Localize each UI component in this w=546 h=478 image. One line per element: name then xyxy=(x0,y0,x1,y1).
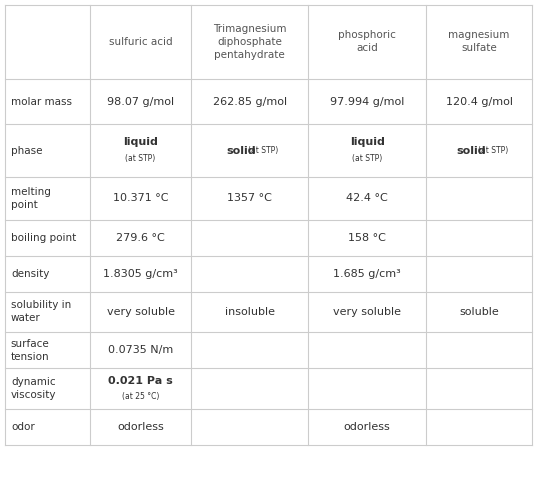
Text: 1.8305 g/cm³: 1.8305 g/cm³ xyxy=(103,269,178,279)
Text: boiling point: boiling point xyxy=(11,233,76,243)
Text: 0.021 Pa s: 0.021 Pa s xyxy=(108,376,173,386)
Text: 1.685 g/cm³: 1.685 g/cm³ xyxy=(333,269,401,279)
Text: (at 25 °C): (at 25 °C) xyxy=(122,391,159,401)
Text: odorless: odorless xyxy=(344,422,390,432)
Text: odorless: odorless xyxy=(117,422,164,432)
Text: 279.6 °C: 279.6 °C xyxy=(116,233,165,243)
Text: 158 °C: 158 °C xyxy=(348,233,386,243)
Text: 98.07 g/mol: 98.07 g/mol xyxy=(107,97,174,107)
Text: sulfuric acid: sulfuric acid xyxy=(109,37,173,47)
Text: phase: phase xyxy=(11,146,43,155)
Text: very soluble: very soluble xyxy=(106,307,175,317)
Text: (at STP): (at STP) xyxy=(478,146,508,155)
Text: liquid: liquid xyxy=(123,137,158,147)
Text: 120.4 g/mol: 120.4 g/mol xyxy=(446,97,513,107)
Text: surface
tension: surface tension xyxy=(11,338,50,362)
Text: 42.4 °C: 42.4 °C xyxy=(346,194,388,203)
Text: liquid: liquid xyxy=(350,137,384,147)
Text: solubility in
water: solubility in water xyxy=(11,300,71,324)
Text: insoluble: insoluble xyxy=(225,307,275,317)
Text: (at STP): (at STP) xyxy=(352,154,382,163)
Text: 0.0735 N/m: 0.0735 N/m xyxy=(108,345,173,355)
Text: phosphoric
acid: phosphoric acid xyxy=(339,30,396,54)
Text: 262.85 g/mol: 262.85 g/mol xyxy=(213,97,287,107)
Text: magnesium
sulfate: magnesium sulfate xyxy=(448,30,510,54)
Text: solid: solid xyxy=(227,146,257,155)
Text: very soluble: very soluble xyxy=(333,307,401,317)
Text: 10.371 °C: 10.371 °C xyxy=(113,194,168,203)
Text: 97.994 g/mol: 97.994 g/mol xyxy=(330,97,405,107)
Text: (at STP): (at STP) xyxy=(126,154,156,163)
Text: 1357 °C: 1357 °C xyxy=(227,194,272,203)
Text: molar mass: molar mass xyxy=(11,97,72,107)
Text: (at STP): (at STP) xyxy=(248,146,278,155)
Text: solid: solid xyxy=(456,146,486,155)
Text: melting
point: melting point xyxy=(11,187,51,210)
Text: dynamic
viscosity: dynamic viscosity xyxy=(11,377,56,400)
Text: density: density xyxy=(11,269,49,279)
Text: soluble: soluble xyxy=(459,307,499,317)
Text: odor: odor xyxy=(11,422,34,432)
Text: Trimagnesium
diphosphate
pentahydrate: Trimagnesium diphosphate pentahydrate xyxy=(213,23,287,60)
